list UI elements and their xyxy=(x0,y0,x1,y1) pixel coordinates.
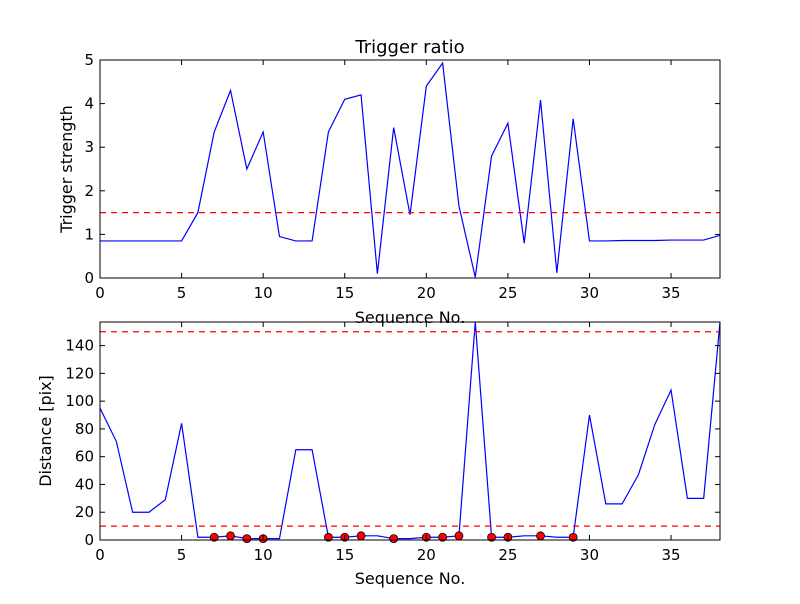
bottom-marker-point xyxy=(242,534,252,544)
bottom-xtick-label: 15 xyxy=(335,546,354,564)
bottom-xtick-label: 0 xyxy=(95,546,105,564)
bottom-marker-point xyxy=(536,531,545,541)
bottom-ytick-label: 140 xyxy=(65,337,94,355)
top-title: Trigger ratio xyxy=(354,37,464,58)
bottom-axes: 0 5 10 15 20 25 30 35 0 20 40 60 80 100 120 140 xyxy=(65,322,720,564)
top-ytick-label: 3 xyxy=(84,138,94,156)
bottom-xtick-label: 30 xyxy=(580,546,599,564)
bottom-xtick-label: 5 xyxy=(177,546,187,564)
top-series-line xyxy=(100,61,720,278)
bottom-marker-point xyxy=(226,531,235,541)
bottom-ytick-label: 20 xyxy=(75,503,94,521)
top-xtick-label: 0 xyxy=(95,284,105,302)
bottom-plot-data xyxy=(100,322,720,544)
bottom-ytick-label: 0 xyxy=(84,531,94,549)
top-ytick-label: 0 xyxy=(84,269,94,287)
top-ytick-label: 5 xyxy=(84,51,94,69)
top-ytick-label: 2 xyxy=(84,182,94,200)
bottom-ytick-label: 120 xyxy=(65,364,94,382)
bottom-marker-point xyxy=(324,532,333,542)
bottom-marker-point xyxy=(438,532,448,542)
bottom-series-line xyxy=(100,322,720,540)
top-plot-frame xyxy=(99,59,721,279)
top-axes: 0 5 10 15 20 25 30 35 0 1 2 3 4 5 xyxy=(84,51,720,302)
top-xtick-label: 15 xyxy=(335,284,354,302)
bottom-marker-point xyxy=(356,531,366,541)
top-xtick-label: 30 xyxy=(580,284,599,302)
bottom-ytick-label: 100 xyxy=(65,392,94,410)
bottom-marker-point xyxy=(454,531,464,541)
top-ytick-label: 1 xyxy=(84,225,94,243)
bottom-ytick-label: 60 xyxy=(75,448,94,466)
bottom-ytick-label: 40 xyxy=(75,475,94,493)
bottom-xtick-label: 35 xyxy=(662,546,681,564)
bottom-marker-point xyxy=(487,532,496,542)
top-xtick-label: 35 xyxy=(662,284,681,302)
bottom-plot: 0 5 10 15 20 25 30 35 0 20 40 60 80 100 120 140 Sequenc… xyxy=(36,321,721,588)
top-xlabel: Sequence No. xyxy=(355,308,466,327)
bottom-xtick-label: 10 xyxy=(254,546,273,564)
top-ytick-label: 4 xyxy=(84,95,94,113)
bottom-marker-point xyxy=(389,534,399,544)
top-xtick-label: 10 xyxy=(254,284,273,302)
bottom-xtick-label: 25 xyxy=(498,546,517,564)
top-xtick-label: 25 xyxy=(498,284,517,302)
bottom-plot-frame xyxy=(99,321,721,541)
bottom-ylabel: Distance [pix] xyxy=(36,375,55,487)
bottom-ytick-label: 80 xyxy=(75,420,94,438)
bottom-marker-point xyxy=(209,532,219,542)
top-plot-data xyxy=(100,61,720,278)
top-ylabel: Trigger strength xyxy=(57,105,76,234)
bottom-xtick-label: 20 xyxy=(417,546,436,564)
bottom-marker-point xyxy=(568,532,578,542)
bottom-xlabel: Sequence No. xyxy=(355,569,466,588)
top-xtick-label: 5 xyxy=(177,284,187,302)
top-xtick-label: 20 xyxy=(417,284,436,302)
